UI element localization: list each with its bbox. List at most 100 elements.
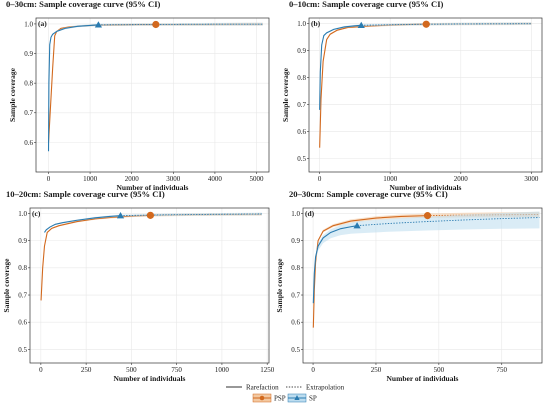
y-tick-label: 1.0 (297, 20, 306, 28)
x-axis-label: Number of individuals (390, 183, 462, 192)
y-tick-label: 1.0 (18, 210, 27, 218)
chart-title: 20–30cm: Sample coverage curve (95% CI) (289, 189, 448, 199)
y-axis-label: Sample coverage (8, 67, 17, 122)
x-tick-label: 0 (311, 366, 315, 374)
ci-band-sp (313, 211, 540, 306)
rarefaction-line-psp (312, 215, 428, 328)
y-tick-label: 0.6 (18, 319, 27, 327)
extrapolation-line-sp (357, 217, 540, 227)
rarefaction-line-sp (47, 24, 99, 152)
plot-frame (29, 207, 270, 364)
rarefaction-line-psp (319, 23, 427, 148)
y-axis-label: Sample coverage (2, 258, 11, 313)
observed-point-psp (152, 20, 160, 29)
extrapolation-line-sp (98, 23, 263, 26)
legend: Rarefaction Extrapolation PSP SP (226, 384, 345, 403)
plot-frame (308, 17, 543, 173)
observed-point-sp (357, 21, 365, 28)
ci-band-sp (319, 22, 532, 111)
panel-tag: (a) (38, 19, 47, 28)
y-tick-label: 0.8 (291, 264, 300, 272)
extrapolation-line-sp (361, 23, 532, 26)
x-tick-label: 250 (81, 366, 92, 374)
y-tick-label: 1.0 (291, 210, 300, 218)
y-tick-label: 0.8 (24, 80, 33, 88)
y-tick-label: 0.6 (297, 128, 306, 136)
x-tick-label: 1000 (383, 175, 398, 183)
x-axis-label: Number of individuals (114, 374, 186, 383)
x-axis-label: Number of individuals (117, 183, 189, 192)
observed-point-sp (116, 212, 125, 219)
y-tick-label: 0.8 (18, 264, 27, 272)
chart-panel-d: 20–30cm: Sample coverage curve (95% CI) 0… (275, 189, 543, 383)
y-tick-label: 0.5 (291, 346, 300, 354)
y-tick-label: 0.6 (24, 139, 33, 147)
x-tick-label: 2000 (454, 175, 469, 183)
y-tick-label: 0.8 (297, 74, 306, 82)
x-tick-label: 1250 (260, 366, 275, 374)
observed-point-sp (353, 222, 361, 229)
observed-point-psp (146, 211, 155, 219)
panel-tag: (c) (32, 209, 41, 218)
extrapolation-line-sp (120, 213, 262, 217)
y-tick-label: 0.7 (18, 291, 27, 299)
y-tick-label: 0.5 (18, 346, 27, 354)
observed-point-psp (423, 212, 432, 220)
x-axis-label: Number of individuals (387, 374, 459, 383)
x-tick-label: 1000 (215, 366, 230, 374)
x-tick-label: 0 (47, 175, 51, 183)
plot-frame (302, 207, 543, 364)
x-tick-label: 250 (371, 366, 382, 374)
y-axis-label: Sample coverage (275, 258, 284, 313)
y-tick-label: 0.6 (291, 319, 300, 327)
x-tick-label: 4000 (208, 175, 223, 183)
rarefaction-line-sp (319, 24, 362, 110)
chart-title: 10–20cm: Sample coverage curve (95% CI) (6, 189, 165, 199)
observed-point-sp (94, 21, 103, 28)
y-tick-label: 0.9 (18, 237, 27, 245)
legend-psp-marker (259, 395, 265, 401)
x-tick-label: 0 (39, 366, 43, 374)
plot-frame (35, 17, 270, 173)
rarefaction-line-psp (40, 214, 151, 301)
ci-band-psp (48, 22, 263, 143)
ci-band-sp (48, 22, 263, 152)
observed-point-psp (422, 20, 430, 28)
x-tick-label: 750 (496, 366, 507, 374)
legend-rarefaction-label: Rarefaction (246, 384, 279, 392)
legend-sp-marker (294, 395, 300, 400)
y-tick-label: 0.7 (24, 109, 33, 117)
y-tick-label: 0.9 (24, 50, 33, 58)
y-tick-label: 0.5 (297, 155, 306, 163)
x-tick-label: 500 (434, 366, 445, 374)
y-tick-label: 0.7 (291, 291, 300, 299)
chart-panel-c: 10–20cm: Sample coverage curve (95% CI) 0… (2, 189, 275, 383)
y-tick-label: 0.9 (291, 237, 300, 245)
ci-band-psp (313, 211, 540, 329)
x-tick-label: 3000 (166, 175, 181, 183)
legend-sp-label: SP (309, 395, 317, 403)
chart-panel-a: 0–30cm: Sample coverage curve (95% CI) 0 1… (6, 0, 270, 192)
chart-panel-b: 0–10cm: Sample coverage curve (95% CI) 0 1… (281, 0, 543, 192)
x-tick-label: 1000 (83, 175, 98, 183)
x-tick-label: 500 (126, 366, 137, 374)
y-axis-label: Sample coverage (281, 67, 290, 122)
chart-title: 0–10cm: Sample coverage curve (95% CI) (289, 0, 444, 9)
rarefaction-line-sp (44, 215, 121, 233)
y-tick-label: 0.7 (297, 101, 306, 109)
panel-tag: (d) (305, 209, 315, 218)
x-tick-label: 750 (171, 366, 182, 374)
x-tick-label: 2000 (125, 175, 140, 183)
ci-band-psp (319, 22, 532, 149)
panel-tag: (b) (311, 19, 321, 28)
legend-extrapolation-label: Extrapolation (306, 384, 345, 392)
rarefaction-line-sp (312, 225, 358, 304)
legend-psp-label: PSP (274, 395, 286, 403)
x-tick-label: 3000 (524, 175, 539, 183)
y-tick-label: 0.9 (297, 47, 306, 55)
ci-band-psp (41, 212, 262, 301)
x-tick-label: 0 (318, 175, 322, 183)
y-tick-label: 1.0 (24, 20, 33, 28)
x-tick-label: 5000 (250, 175, 265, 183)
